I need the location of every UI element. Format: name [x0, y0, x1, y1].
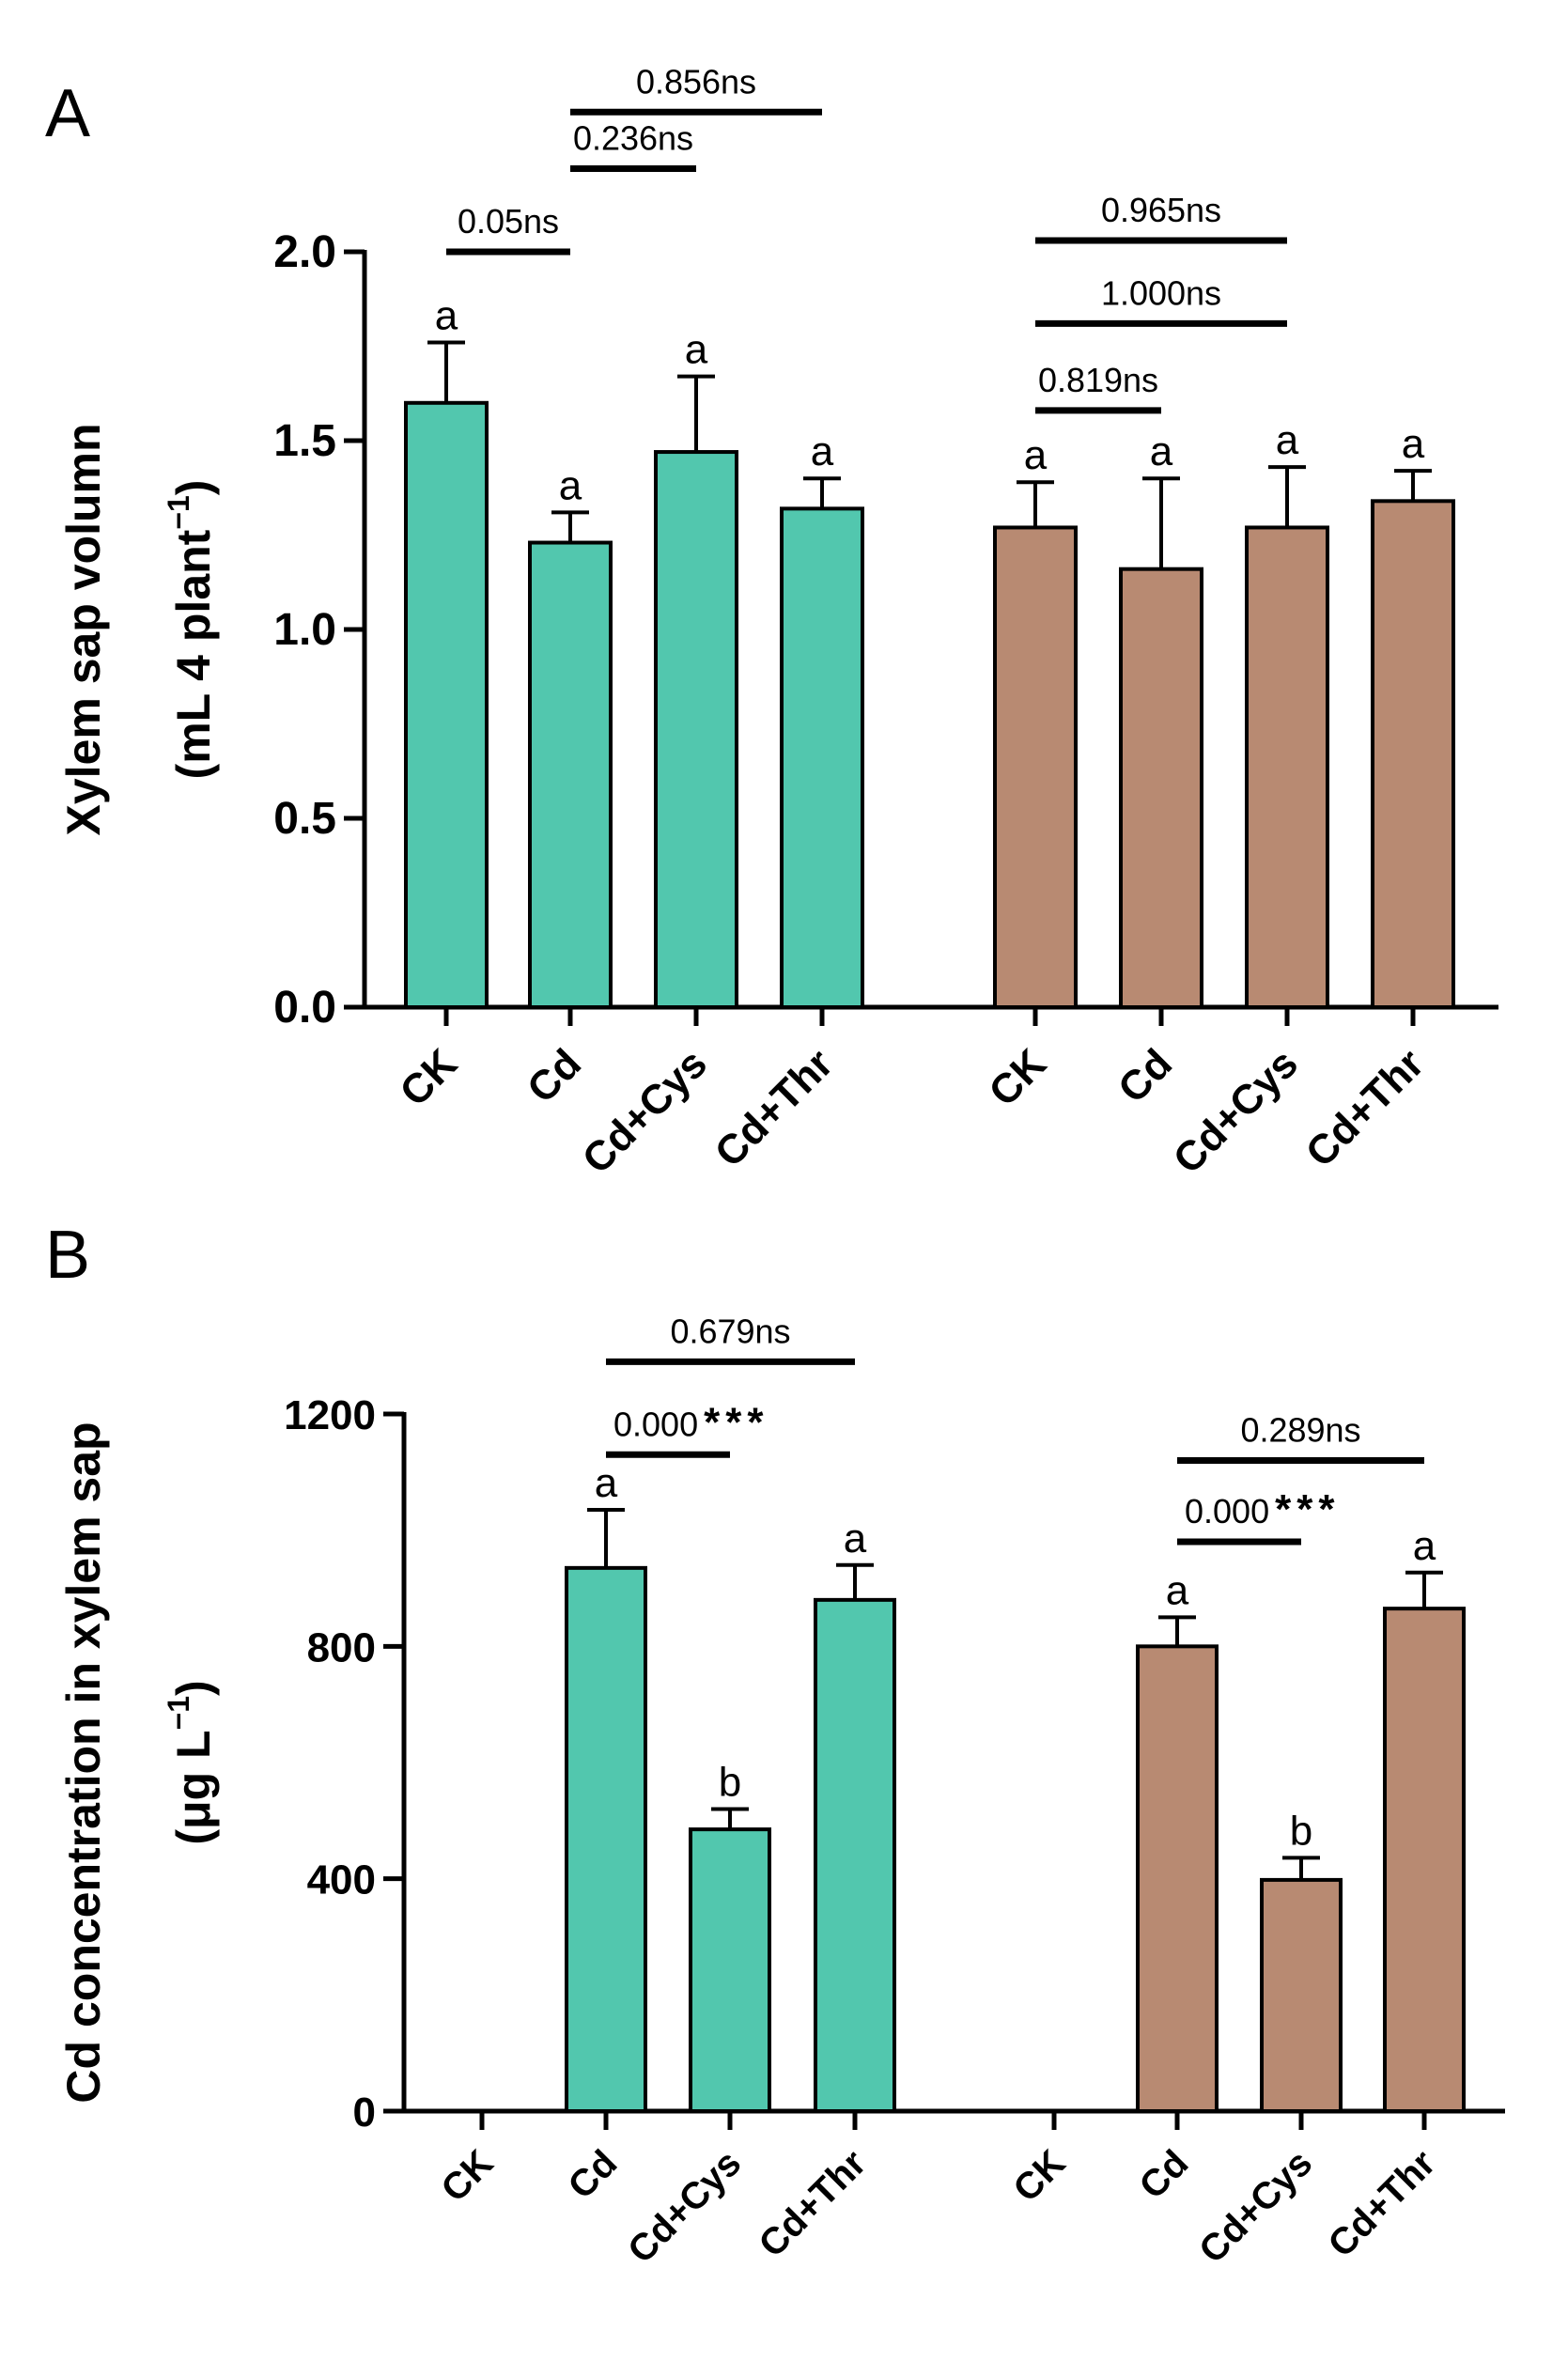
x-tick-label: Cd+Cys	[620, 2142, 749, 2271]
significance-letter: a	[1166, 1567, 1189, 1613]
y-axis-unit-main: (μg L	[167, 1730, 220, 1844]
y-tick-label: 800	[307, 1624, 376, 1670]
significance-letter: b	[1290, 1808, 1312, 1854]
comparison-label: 1.000ns	[1101, 273, 1221, 312]
y-tick-label: 400	[307, 1857, 376, 1903]
x-tick-label: Cd+Thr	[1320, 2142, 1443, 2265]
y-axis-unit: (mL 4 plant−1)	[162, 480, 220, 780]
y-axis-unit-sup: −1	[162, 495, 195, 529]
x-tick-label: CK	[433, 2142, 501, 2210]
significance-letter: a	[559, 462, 582, 508]
comparison-pvalue: 0.819ns	[1038, 361, 1158, 399]
panel-label: B	[45, 1218, 90, 1293]
significance-letter: a	[1276, 417, 1299, 463]
comparison-pvalue: 0.000	[613, 1405, 698, 1443]
x-tick-label: CK	[391, 1040, 466, 1115]
x-tick-label: Cd+Thr	[1297, 1040, 1433, 1175]
comparison-label: 0.289ns	[1240, 1410, 1360, 1449]
comparison-label: 0.856ns	[636, 62, 756, 101]
x-tick-label: Cd+Thr	[751, 2142, 874, 2265]
x-tick-label: Cd	[561, 2142, 626, 2207]
comparison-label: 0.236ns	[573, 119, 693, 158]
bar	[1119, 567, 1203, 1009]
bar	[565, 1565, 647, 2113]
comparison-label: 0.000 ***	[1185, 1486, 1340, 1532]
comparison-pvalue: 0.000	[1185, 1492, 1269, 1530]
bar	[1371, 499, 1455, 1009]
x-tick-label: Cd	[1132, 2142, 1197, 2207]
y-tick-label: 1200	[284, 1392, 376, 1438]
comparison-label: 0.679ns	[670, 1312, 790, 1350]
bar	[689, 1827, 771, 2113]
bar	[814, 1597, 896, 2114]
y-tick-label: 2.0	[273, 227, 336, 277]
panel-b: B Cd concentration in xylem sap (μg L−1) 0 4…	[45, 1218, 1505, 2271]
comparison-pvalue: 0.289ns	[1240, 1410, 1360, 1449]
comparison-pvalue: 0.05ns	[458, 202, 559, 241]
y-axis-unit: (μg L−1)	[162, 1680, 220, 1844]
y-axis-unit-end: )	[167, 480, 220, 496]
x-tick-label: Cd	[519, 1040, 590, 1111]
comparison-pvalue: 1.000ns	[1101, 273, 1221, 312]
panel-label: A	[45, 76, 90, 151]
x-tick-label: CK	[980, 1040, 1055, 1115]
bar	[404, 400, 489, 1009]
bar	[1245, 525, 1329, 1010]
significance-letter: a	[1413, 1523, 1436, 1569]
x-tick-label: Cd	[1110, 1040, 1181, 1111]
significance-letter: a	[1024, 432, 1048, 478]
comparison-label: 0.965ns	[1101, 191, 1221, 229]
y-axis-title: Cd concentration in xylem sap	[57, 1422, 110, 2103]
comparison-pvalue: 0.679ns	[670, 1312, 790, 1350]
comparison-pvalue: 0.236ns	[573, 119, 693, 158]
y-axis-unit-end: )	[167, 1680, 220, 1696]
bar	[1383, 1607, 1466, 2114]
bar	[528, 540, 613, 1009]
y-tick-label: 0	[353, 2090, 376, 2136]
significance-letter: a	[595, 1460, 618, 1506]
panel-a: A Xylem sap volumn (mL 4 plant−1) 0.0 0.5 1.0…	[45, 62, 1498, 1183]
significance-letter: a	[435, 292, 458, 338]
significance-letter: a	[1402, 421, 1425, 467]
bar	[1136, 1644, 1219, 2114]
significance-letter: b	[719, 1759, 741, 1805]
bar	[1260, 1877, 1343, 2113]
significance-letter: a	[685, 327, 708, 373]
significance-letter: a	[811, 428, 834, 474]
comparison-pvalue: 0.856ns	[636, 62, 756, 101]
bar	[780, 506, 864, 1009]
bar	[654, 450, 738, 1009]
x-tick-label: CK	[1005, 2142, 1073, 2210]
y-tick-label: 1.5	[273, 416, 336, 466]
x-tick-label: Cd+Cys	[574, 1040, 716, 1182]
y-axis-unit-main: (mL 4 plant	[167, 529, 220, 779]
y-tick-label: 0.0	[273, 983, 336, 1033]
comparison-stars: ***	[1275, 1486, 1340, 1532]
significance-letter: a	[1150, 428, 1173, 474]
y-axis-title: Xylem sap volumn	[57, 423, 110, 835]
bar	[993, 525, 1078, 1010]
significance-letter: a	[844, 1515, 867, 1561]
comparison-label: 0.819ns	[1038, 361, 1158, 399]
comparison-label: 0.05ns	[458, 202, 559, 241]
x-tick-label: Cd+Cys	[1165, 1040, 1307, 1182]
y-tick-label: 0.5	[273, 794, 336, 844]
y-tick-label: 1.0	[273, 605, 336, 655]
x-tick-label: Cd+Thr	[706, 1040, 842, 1175]
comparison-stars: ***	[704, 1399, 768, 1445]
y-axis-unit-sup: −1	[162, 1696, 195, 1730]
comparison-label: 0.000 ***	[613, 1399, 768, 1445]
comparison-pvalue: 0.965ns	[1101, 191, 1221, 229]
x-tick-label: Cd+Cys	[1191, 2142, 1320, 2271]
